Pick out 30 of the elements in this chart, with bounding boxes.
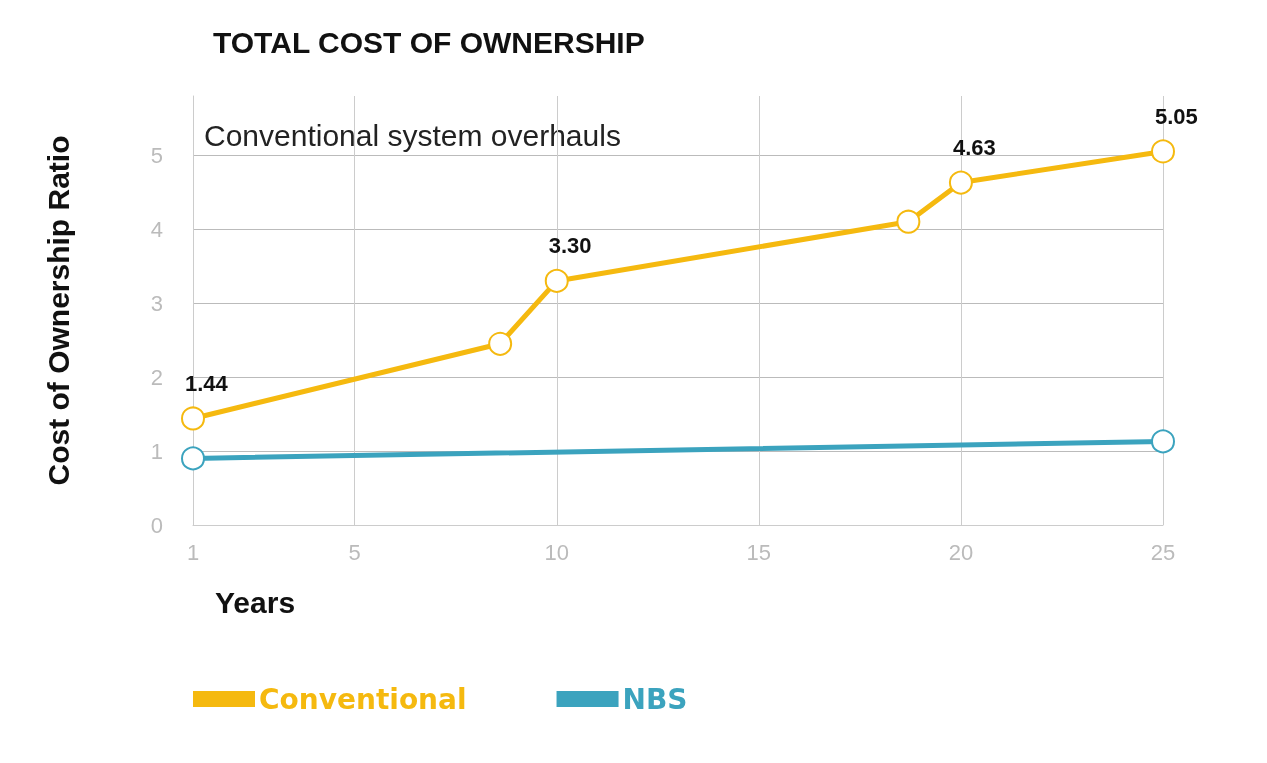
point: [1151, 429, 1175, 454]
legend-label: Conventional: [259, 682, 467, 716]
y-tick-label: 4: [150, 216, 163, 242]
y-tick-label: 5: [150, 142, 163, 168]
point: [544, 268, 569, 293]
y-axis-title: Cost of Ownership Ratio: [41, 135, 75, 486]
x-tick-label: 5: [348, 539, 361, 565]
point: [948, 170, 973, 195]
x-tick-label: 15: [746, 539, 772, 565]
x-tick-label: 10: [544, 539, 569, 565]
point: [181, 406, 205, 431]
x-tick-label: 1: [186, 539, 200, 565]
y-tick-label: 0: [150, 512, 163, 538]
data-label: 4.63: [952, 135, 996, 161]
point: [488, 331, 513, 356]
point: [896, 209, 921, 234]
y-tick-label: 2: [150, 364, 163, 390]
x-tick-label: 25: [1150, 539, 1176, 565]
data-label: 1.44: [185, 370, 229, 396]
data-label: 5.05: [1155, 103, 1198, 129]
y-tick-label: 3: [150, 290, 163, 316]
annotation: Conventional system overhauls: [204, 118, 621, 152]
legend-label: NBS: [622, 682, 688, 716]
data-label: 3.30: [548, 233, 592, 259]
chart-title: TOTAL COST OF OWNERSHIP: [213, 25, 645, 59]
x-axis-title: Years: [215, 585, 296, 619]
point: [1151, 139, 1175, 164]
x-tick-label: 20: [948, 539, 974, 565]
point: [181, 446, 205, 471]
y-tick-label: 1: [150, 438, 163, 464]
